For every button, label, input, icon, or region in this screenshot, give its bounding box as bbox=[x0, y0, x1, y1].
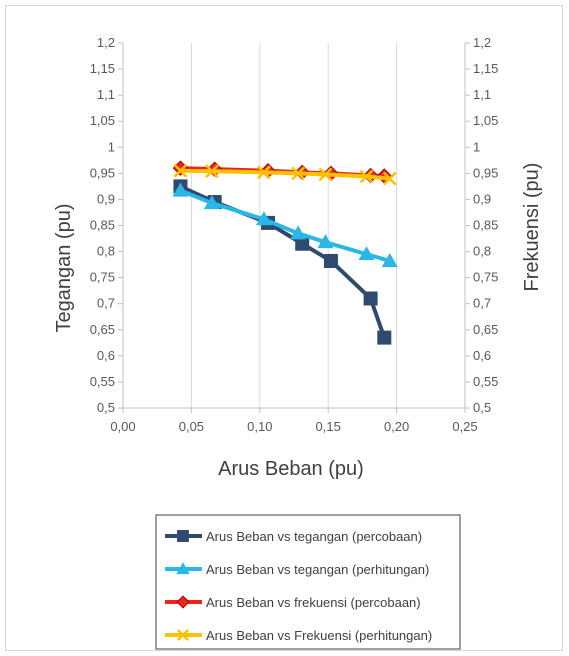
legend: Arus Beban vs tegangan (percobaan) Arus B… bbox=[165, 529, 432, 643]
x-tick-label: 0,25 bbox=[452, 419, 477, 434]
y2-tick-label: 1,1 bbox=[473, 87, 491, 102]
x-tick-label: 0,15 bbox=[316, 419, 341, 434]
series-4-point bbox=[359, 169, 374, 184]
series-2-point bbox=[358, 246, 375, 261]
y-tick-label: 0,6 bbox=[97, 348, 115, 363]
legend-entry-3: Arus Beban vs frekuensi (percobaan) bbox=[165, 595, 421, 610]
series-2-point bbox=[317, 234, 334, 249]
y-tick-label: 0,5 bbox=[97, 400, 115, 415]
legend-entry-marker bbox=[177, 629, 189, 641]
series-2-point bbox=[172, 182, 189, 197]
y2-tick-label: 1,2 bbox=[473, 35, 491, 50]
y2-tick-label: 0,5 bbox=[473, 400, 491, 415]
series-4-point bbox=[318, 167, 333, 182]
y2-tick-label: 0,55 bbox=[473, 374, 498, 389]
legend-entry-2: Arus Beban vs tegangan (perhitungan) bbox=[165, 562, 429, 577]
x-tick-label: 0,00 bbox=[110, 419, 135, 434]
y-tick-label: 0,95 bbox=[90, 165, 115, 180]
y2-tick-label: 0,7 bbox=[473, 296, 491, 311]
x-tick-label: 0,10 bbox=[247, 419, 272, 434]
series-4-point bbox=[382, 171, 397, 186]
series-1 bbox=[173, 179, 392, 345]
y2-tick-label: 1,05 bbox=[473, 113, 498, 128]
axis-layer: 0,5 0,55 0,6 0,65 0,7 0,75 0,8 0,85 0,9 0,95 1 1,05… bbox=[90, 35, 499, 434]
y-tick-label: 0,8 bbox=[97, 244, 115, 259]
legend-entry-label: Arus Beban vs tegangan (percobaan) bbox=[206, 529, 422, 544]
legend-entry-1: Arus Beban vs tegangan (percobaan) bbox=[165, 529, 422, 544]
y-tick-label: 1,15 bbox=[90, 61, 115, 76]
series-4-point bbox=[173, 163, 188, 178]
y-tick-label: 0,9 bbox=[97, 191, 115, 206]
series-4 bbox=[173, 163, 397, 186]
series-4-point-stroke bbox=[257, 165, 271, 180]
series-2-point bbox=[290, 225, 307, 240]
legend-box bbox=[155, 514, 461, 650]
series-3-point bbox=[172, 160, 189, 176]
chart-frame: 0,5 0,55 0,6 0,65 0,7 0,75 0,8 0,85 0,9 0,95 1 1,05… bbox=[5, 5, 563, 651]
y2-axis-title: Frekuensi (pu) bbox=[521, 163, 543, 292]
x-tick-label: 0,05 bbox=[179, 419, 204, 434]
series-1-point bbox=[323, 253, 338, 268]
y-tick-label: 1,2 bbox=[97, 35, 115, 50]
y-tick-label: 1 bbox=[108, 139, 115, 154]
series-1-point bbox=[363, 291, 378, 306]
series-2-point bbox=[203, 195, 220, 210]
y-tick-label: 0,85 bbox=[90, 218, 115, 233]
legend-entry-4: Arus Beban vs Frekuensi (perhitungan) bbox=[165, 628, 432, 643]
series-4-point-stroke bbox=[291, 166, 305, 181]
y2-tick-label: 0,95 bbox=[473, 165, 498, 180]
x-tick-label: 0,20 bbox=[384, 419, 409, 434]
series-4-point-stroke bbox=[382, 171, 397, 186]
y-tick-label: 0,65 bbox=[90, 322, 115, 337]
y-tick-label: 1,1 bbox=[97, 87, 115, 102]
legend-entry-marker bbox=[176, 562, 190, 575]
y2-tick-label: 0,65 bbox=[473, 322, 498, 337]
y2-tick-label: 0,85 bbox=[473, 218, 498, 233]
y2-tick-label: 0,6 bbox=[473, 348, 491, 363]
legend-entry-marker bbox=[177, 530, 189, 542]
series-2 bbox=[172, 182, 398, 267]
y2-tick-label: 0,9 bbox=[473, 191, 491, 206]
series-layer bbox=[172, 160, 398, 345]
y2-tick-label: 1,15 bbox=[473, 61, 498, 76]
series-2-point bbox=[381, 252, 398, 267]
y-tick-label: 0,55 bbox=[90, 374, 115, 389]
chart: 0,5 0,55 0,6 0,65 0,7 0,75 0,8 0,85 0,9 0,95 1 1,05… bbox=[53, 35, 543, 650]
grid-layer bbox=[190, 43, 398, 408]
y-tick-label: 0,75 bbox=[90, 270, 115, 285]
series-4-point-stroke bbox=[205, 164, 219, 179]
series-4-point-stroke bbox=[173, 163, 188, 178]
x-axis-title: Arus Beban (pu) bbox=[218, 458, 364, 480]
legend-entry-marker-stroke bbox=[177, 629, 189, 641]
series-4-point bbox=[257, 165, 271, 180]
series-4-point bbox=[291, 166, 305, 181]
series-4-point-stroke bbox=[359, 169, 374, 184]
legend-entry-label: Arus Beban vs Frekuensi (perhitungan) bbox=[206, 628, 432, 643]
series-1-point bbox=[377, 330, 392, 345]
y-tick-label: 0,7 bbox=[97, 296, 115, 311]
y-axis-title: Tegangan (pu) bbox=[53, 204, 75, 333]
legend-entry-marker bbox=[176, 595, 190, 609]
y2-tick-label: 0,8 bbox=[473, 244, 491, 259]
series-1-point bbox=[295, 236, 310, 251]
y2-tick-label: 1 bbox=[473, 139, 480, 154]
series-2-point bbox=[255, 211, 272, 226]
legend-entry-label: Arus Beban vs frekuensi (percobaan) bbox=[206, 595, 421, 610]
legend-entry-label: Arus Beban vs tegangan (perhitungan) bbox=[206, 562, 429, 577]
series-4-point bbox=[205, 164, 219, 179]
y-tick-label: 1,05 bbox=[90, 113, 115, 128]
series-4-point-stroke bbox=[318, 167, 333, 182]
y2-tick-label: 0,75 bbox=[473, 270, 498, 285]
